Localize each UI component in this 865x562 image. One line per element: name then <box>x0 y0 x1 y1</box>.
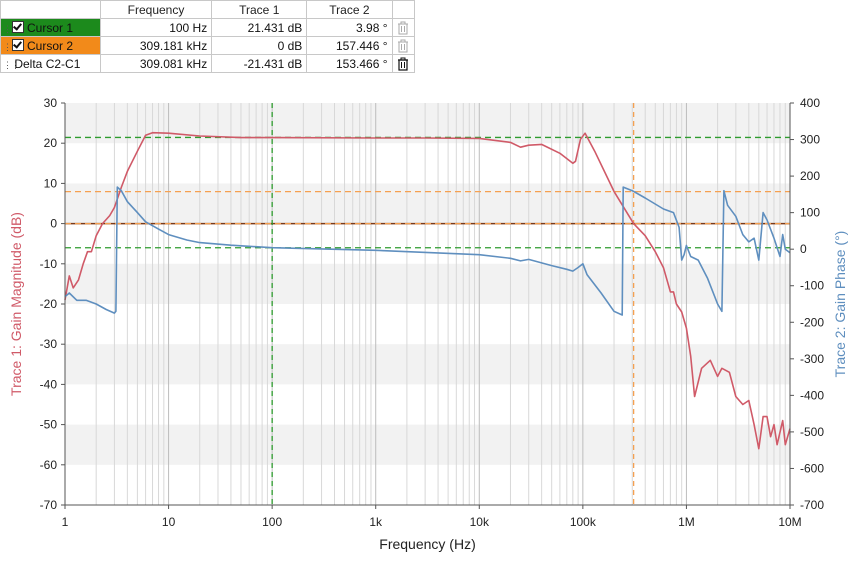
y-left-tick-label: -60 <box>40 458 58 472</box>
delta-label: Delta C2-C1 <box>14 56 81 71</box>
x-axis-title: Frequency (Hz) <box>379 536 475 552</box>
x-tick-label: 1 <box>62 515 69 529</box>
traces <box>64 131 791 450</box>
y-left-tick-label: 0 <box>50 217 57 231</box>
cursor-table: Frequency Trace 1 Trace 2 ⋮⋮ Cursor 1 100… <box>0 0 416 73</box>
cursor-1-checkbox[interactable] <box>12 20 24 33</box>
y-right-tick-label: 400 <box>800 96 820 110</box>
y-left-tick-label: 10 <box>44 176 58 190</box>
y-left-tick-label: -10 <box>40 257 58 271</box>
header-trace2[interactable]: Trace 2 <box>306 0 393 19</box>
y-right-tick-label: -600 <box>800 461 824 475</box>
cursor-2-trace1: 0 dB <box>211 36 308 55</box>
cursor-1-delete[interactable] <box>391 18 416 37</box>
y-right-tick-label: -700 <box>800 498 824 512</box>
trash-icon[interactable] <box>396 57 410 71</box>
y-right-tick-label: 300 <box>800 133 820 147</box>
cursor-table-header: Frequency Trace 1 Trace 2 <box>0 0 416 19</box>
y-left-tick-label: 30 <box>44 96 58 110</box>
cursor-2-label: Cursor 2 <box>27 38 74 53</box>
x-tick-label: 10M <box>778 515 801 529</box>
plot-bands <box>65 103 790 505</box>
tick-labels: 1 10 100 1k 10k 100k 1M 10M3020100-10-20-30-40-… <box>40 96 825 529</box>
cursor-2-name-cell[interactable]: ⋮⋮ Cursor 2 <box>0 36 101 55</box>
y-right-tick-label: -100 <box>800 279 824 293</box>
cursor-row-2[interactable]: ⋮⋮ Cursor 2 309.181 kHz 0 dB 157.446 ° <box>0 36 416 55</box>
y-left-tick-label: -40 <box>40 377 58 391</box>
y-left-tick-label: -50 <box>40 418 58 432</box>
plot-band <box>65 344 790 385</box>
y-right-tick-label: -400 <box>800 388 824 402</box>
cursor-2-checkbox[interactable] <box>12 38 24 51</box>
x-tick-label: 1M <box>678 515 695 529</box>
delta-row[interactable]: ⋮⋮ Delta C2-C1 309.081 kHz -21.431 dB 15… <box>0 54 416 73</box>
plot-band <box>65 424 790 465</box>
y-left-tick-label: -70 <box>40 498 58 512</box>
y-left-tick-label: -20 <box>40 297 58 311</box>
plot-axes <box>61 102 794 509</box>
y-left-tick-label: 20 <box>44 136 58 150</box>
delta-trace2: 153.466 ° <box>306 54 393 73</box>
delta-delete[interactable] <box>391 54 416 73</box>
y-right-tick-label: -200 <box>800 315 824 329</box>
y-axis-right-title: Trace 2: Gain Phase (°) <box>832 231 848 378</box>
cursor-1-trace1: 21.431 dB <box>211 18 308 37</box>
y-right-tick-label: 0 <box>800 242 807 256</box>
delta-frequency: 309.081 kHz <box>99 54 213 73</box>
y-right-tick-label: -300 <box>800 352 824 366</box>
cursor-2-trace2: 157.446 ° <box>306 36 393 55</box>
y-right-tick-label: 200 <box>800 169 820 183</box>
header-frequency[interactable]: Frequency <box>99 0 213 19</box>
plot-band <box>65 103 790 144</box>
cursor-1-name-cell[interactable]: ⋮⋮ Cursor 1 <box>0 18 101 37</box>
x-tick-label: 100 <box>262 515 282 529</box>
x-tick-label: 10 <box>162 515 176 529</box>
y-axis-left-title: Trace 1: Gain Magnitude (dB) <box>8 212 24 396</box>
y-right-tick-label: 100 <box>800 206 820 220</box>
x-tick-label: 100k <box>570 515 597 529</box>
x-tick-label: 1k <box>369 515 383 529</box>
y-right-tick-label: -500 <box>800 425 824 439</box>
x-tick-label: 10k <box>470 515 490 529</box>
cursor-2-delete[interactable] <box>391 36 416 55</box>
trash-icon[interactable] <box>396 21 410 35</box>
plot-band <box>65 183 790 224</box>
y-left-tick-label: -30 <box>40 337 58 351</box>
cursor-1-label: Cursor 1 <box>27 20 74 35</box>
trace-2-gain-phase[interactable] <box>64 186 791 316</box>
header-name <box>0 0 101 19</box>
plot-band <box>65 263 790 304</box>
delta-name-cell: ⋮⋮ Delta C2-C1 <box>0 54 101 73</box>
trash-icon[interactable] <box>396 39 410 53</box>
